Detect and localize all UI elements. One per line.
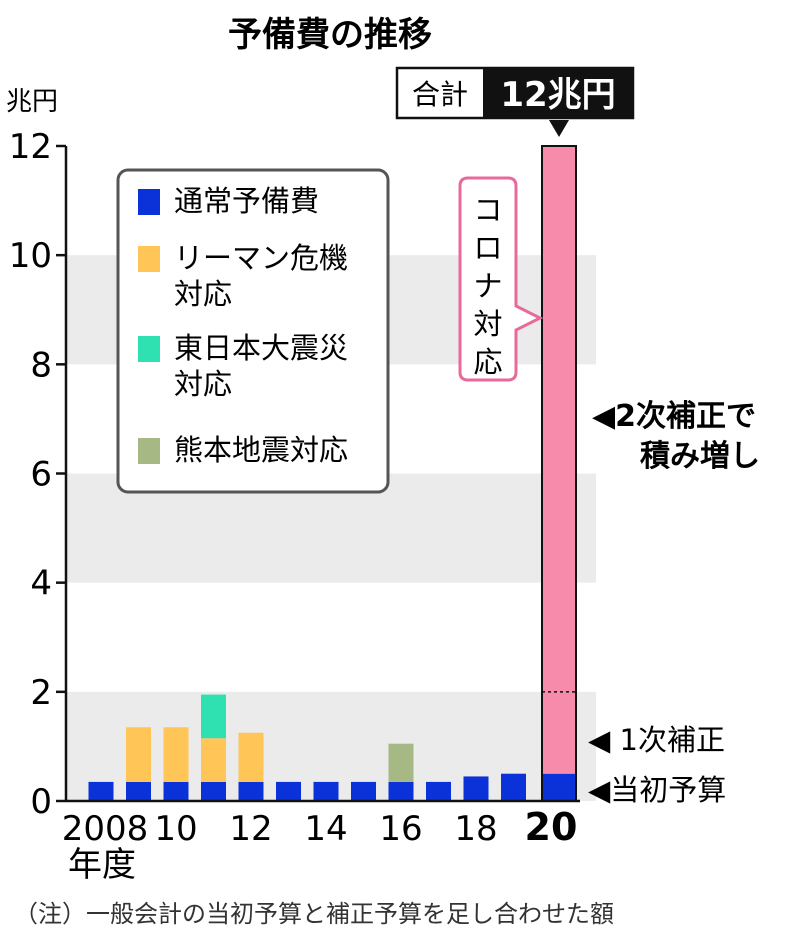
annotation-toshyo: ◀当初予算: [588, 773, 726, 807]
legend-label: 通常予備費: [174, 184, 319, 218]
total-value-bg: [483, 68, 633, 118]
x-tick-label: 12: [229, 809, 272, 849]
x-tick-label: 10: [154, 809, 197, 849]
total-pointer-icon: [549, 120, 569, 137]
corona-callout: コロナ対応: [458, 176, 544, 382]
legend-swatch: [138, 246, 160, 272]
bar-segment: [126, 727, 151, 782]
bar-segment: [238, 781, 264, 801]
legend-swatch: [138, 189, 160, 215]
y-tick-label: 2: [30, 673, 52, 713]
x-tick-label: 14: [304, 809, 347, 849]
x-tick-label: 2008: [62, 809, 149, 849]
y-tick-label: 12: [9, 127, 52, 167]
bar-segment: [351, 781, 376, 801]
bar-segment: [501, 773, 526, 801]
annotation-hosei2: ◀2次補正で: [592, 399, 756, 434]
legend-box: [116, 168, 390, 494]
bar-segment: [542, 146, 576, 774]
bar-segment: [426, 781, 451, 801]
bar-segment: [542, 773, 576, 801]
legend-label: リーマン危機: [174, 241, 348, 275]
bar-segment: [388, 743, 414, 782]
annotation-hosei2-line2: 積み増し: [640, 439, 760, 474]
x-tick-label: 18: [454, 809, 497, 849]
corona-label: コロナ対応: [473, 193, 502, 379]
y-tick-label: 0: [30, 782, 52, 822]
total-value: 12兆円: [500, 75, 615, 115]
legend-label: 東日本大震災: [174, 331, 348, 365]
y-tick-label: 6: [30, 455, 52, 495]
bar-segment: [201, 694, 226, 739]
bar-segment: [276, 781, 301, 801]
x-axis-label: 年度: [68, 845, 136, 885]
x-tick-label: 16: [379, 809, 422, 849]
bar-segment: [388, 781, 414, 801]
bar-segment: [163, 781, 189, 801]
y-tick-label: 8: [30, 345, 52, 385]
legend-label-line2: 対応: [174, 367, 232, 401]
bar-segment: [201, 738, 226, 782]
legend-swatch: [138, 336, 160, 362]
annotation-hosei1: ◀ 1次補正: [588, 723, 725, 757]
legend-label-line2: 対応: [174, 277, 232, 311]
bar-segment: [163, 727, 189, 782]
bar-segment: [88, 781, 114, 801]
total-label: 合計: [412, 78, 468, 111]
y-tick-label: 4: [30, 564, 52, 604]
total-callout: 合計 12兆円: [395, 66, 635, 137]
bar-segment: [463, 776, 489, 801]
bars: [88, 145, 577, 802]
chart-title: 予備費の推移: [228, 15, 432, 55]
footnote: （注）一般会計の当初予算と補正予算を足し合わせた額: [14, 900, 614, 928]
bar-segment: [238, 732, 264, 782]
x-tick-label: 20: [525, 805, 578, 849]
y-tick-label: 10: [9, 236, 52, 276]
bar-segment: [201, 781, 226, 801]
legend-label: 熊本地震対応: [174, 433, 348, 467]
legend-swatch: [138, 438, 160, 464]
y-axis-label: 兆円: [6, 87, 58, 117]
bar-segment: [313, 781, 339, 801]
corona-bubble: [458, 176, 544, 382]
bar-segment: [126, 781, 151, 801]
